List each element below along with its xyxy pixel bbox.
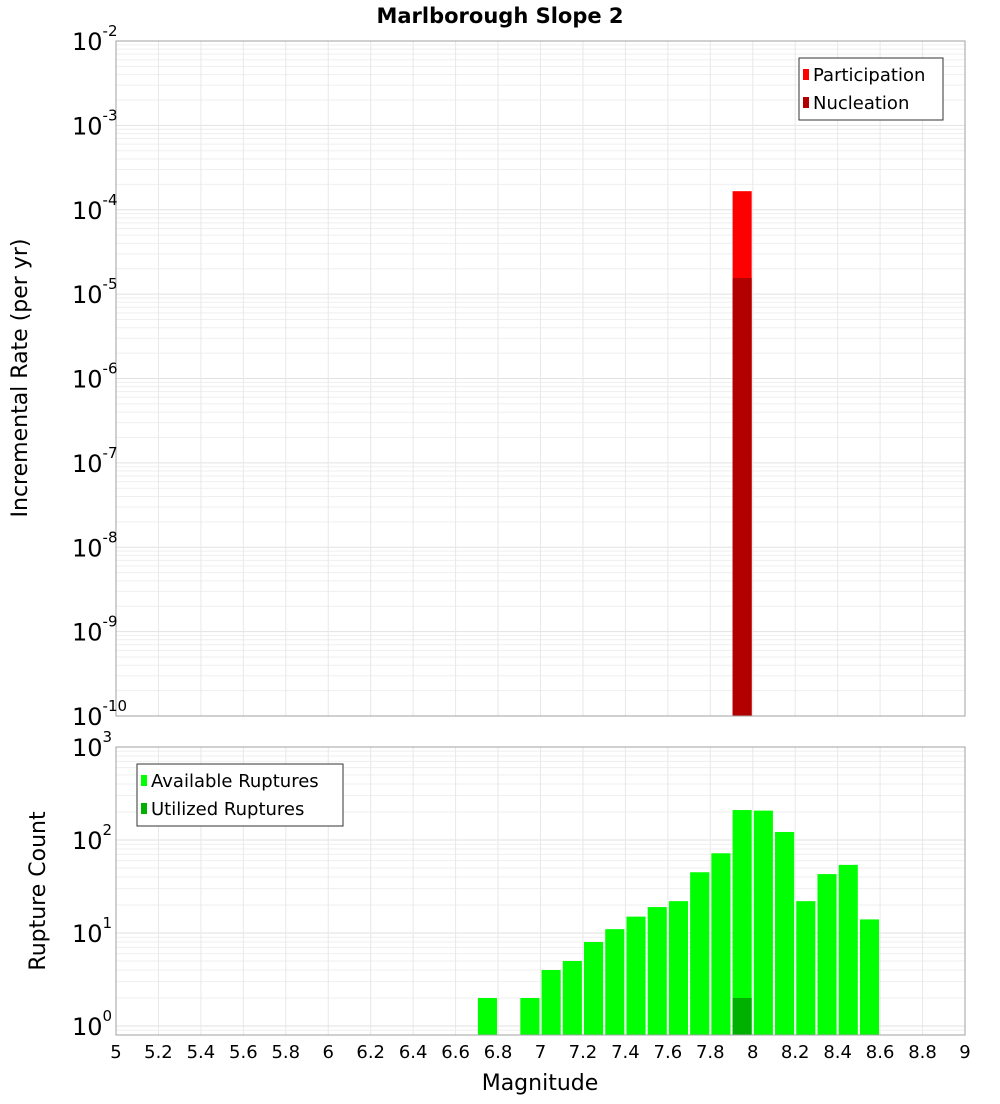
x-tick-label: 8.8 bbox=[908, 1042, 937, 1063]
bar-available-ruptures bbox=[541, 969, 561, 1035]
legend-label: Available Ruptures bbox=[151, 771, 319, 792]
x-axis-label: Magnitude bbox=[482, 1071, 599, 1096]
x-tick-label: 8.6 bbox=[866, 1042, 895, 1063]
y-tick-label: 10-8 bbox=[72, 528, 118, 562]
x-tick-label: 7.2 bbox=[569, 1042, 598, 1063]
legend: Available Ruptures Utilized Ruptures bbox=[136, 763, 344, 827]
x-tick-label: 5.2 bbox=[144, 1042, 173, 1063]
chart-title: Marlborough Slope 2 bbox=[376, 4, 623, 28]
legend-label: Nucleation bbox=[813, 93, 909, 114]
bar-available-ruptures bbox=[796, 901, 816, 1035]
legend-label: Utilized Ruptures bbox=[151, 799, 304, 820]
legend-swatch bbox=[803, 97, 809, 108]
bar-available-ruptures bbox=[626, 916, 646, 1035]
bar-available-ruptures bbox=[605, 929, 625, 1035]
x-tick-label: 5 bbox=[110, 1042, 121, 1063]
bar-available-ruptures bbox=[838, 864, 858, 1035]
x-tick-label: 8 bbox=[747, 1042, 758, 1063]
bar-available-ruptures bbox=[817, 874, 837, 1035]
bottom-y-axis-label: Rupture Count bbox=[26, 811, 51, 971]
y-tick-label: 10-2 bbox=[72, 22, 118, 56]
legend-label: Participation bbox=[813, 65, 925, 86]
y-tick-label: 10-9 bbox=[72, 613, 118, 647]
y-tick-label: 10-5 bbox=[72, 275, 118, 309]
bar-available-ruptures bbox=[647, 907, 667, 1035]
legend: Participation Nucleation bbox=[798, 57, 944, 121]
x-tick-label: 7.6 bbox=[654, 1042, 683, 1063]
x-tick-label: 6.6 bbox=[441, 1042, 470, 1063]
x-tick-label: 8.2 bbox=[781, 1042, 810, 1063]
y-tick-label: 103 bbox=[72, 728, 112, 762]
plot-frame bbox=[115, 746, 966, 1036]
bar-available-ruptures bbox=[732, 810, 752, 1035]
legend-box bbox=[136, 763, 344, 827]
legend-swatch bbox=[141, 775, 147, 786]
bar-available-ruptures bbox=[753, 810, 773, 1035]
x-tick-label: 9 bbox=[959, 1042, 970, 1063]
bar-available-ruptures bbox=[775, 831, 795, 1035]
y-tick-label: 102 bbox=[72, 821, 112, 855]
bar-available-ruptures bbox=[690, 872, 710, 1035]
x-tick-label: 5.4 bbox=[187, 1042, 216, 1063]
bar-utilized-ruptures bbox=[732, 997, 752, 1035]
y-tick-label: 10-10 bbox=[72, 697, 127, 731]
x-tick-label: 6.8 bbox=[484, 1042, 513, 1063]
y-tick-label: 10-7 bbox=[72, 444, 118, 478]
top-plot: 10-2 10-3 10-4 10-5 10-6 10-7 10-8 10-9 10-10 Par… bbox=[72, 22, 966, 731]
bar-available-ruptures bbox=[520, 997, 540, 1035]
bar-available-ruptures bbox=[711, 853, 731, 1035]
y-tick-label: 10-4 bbox=[72, 191, 118, 225]
plot-frame bbox=[115, 40, 966, 717]
legend-swatch bbox=[803, 69, 809, 80]
x-tick-label: 7.8 bbox=[696, 1042, 725, 1063]
y-tick-label: 100 bbox=[72, 1007, 112, 1041]
bar-available-ruptures bbox=[668, 901, 689, 1035]
x-tick-label: 6.4 bbox=[399, 1042, 428, 1063]
x-tick-label: 6 bbox=[323, 1042, 334, 1063]
x-tick-label: 7.4 bbox=[611, 1042, 640, 1063]
x-tick-label: 7 bbox=[535, 1042, 546, 1063]
bar-nucleation bbox=[732, 278, 752, 716]
bar-available-ruptures bbox=[562, 960, 582, 1035]
x-tick-label: 6.2 bbox=[356, 1042, 385, 1063]
y-tick-label: 10-6 bbox=[72, 360, 118, 394]
x-tick-label: 5.6 bbox=[229, 1042, 258, 1063]
top-y-axis-label: Incremental Rate (per yr) bbox=[8, 239, 33, 518]
bar-available-ruptures bbox=[859, 919, 880, 1035]
legend-box bbox=[798, 57, 944, 121]
y-tick-label: 10-3 bbox=[72, 106, 118, 140]
legend-swatch bbox=[141, 803, 147, 814]
bar-available-ruptures bbox=[477, 997, 497, 1035]
y-tick-label: 101 bbox=[72, 914, 112, 948]
x-tick-label: 5.8 bbox=[271, 1042, 300, 1063]
x-tick-label: 8.4 bbox=[823, 1042, 852, 1063]
bar-available-ruptures bbox=[584, 942, 604, 1035]
